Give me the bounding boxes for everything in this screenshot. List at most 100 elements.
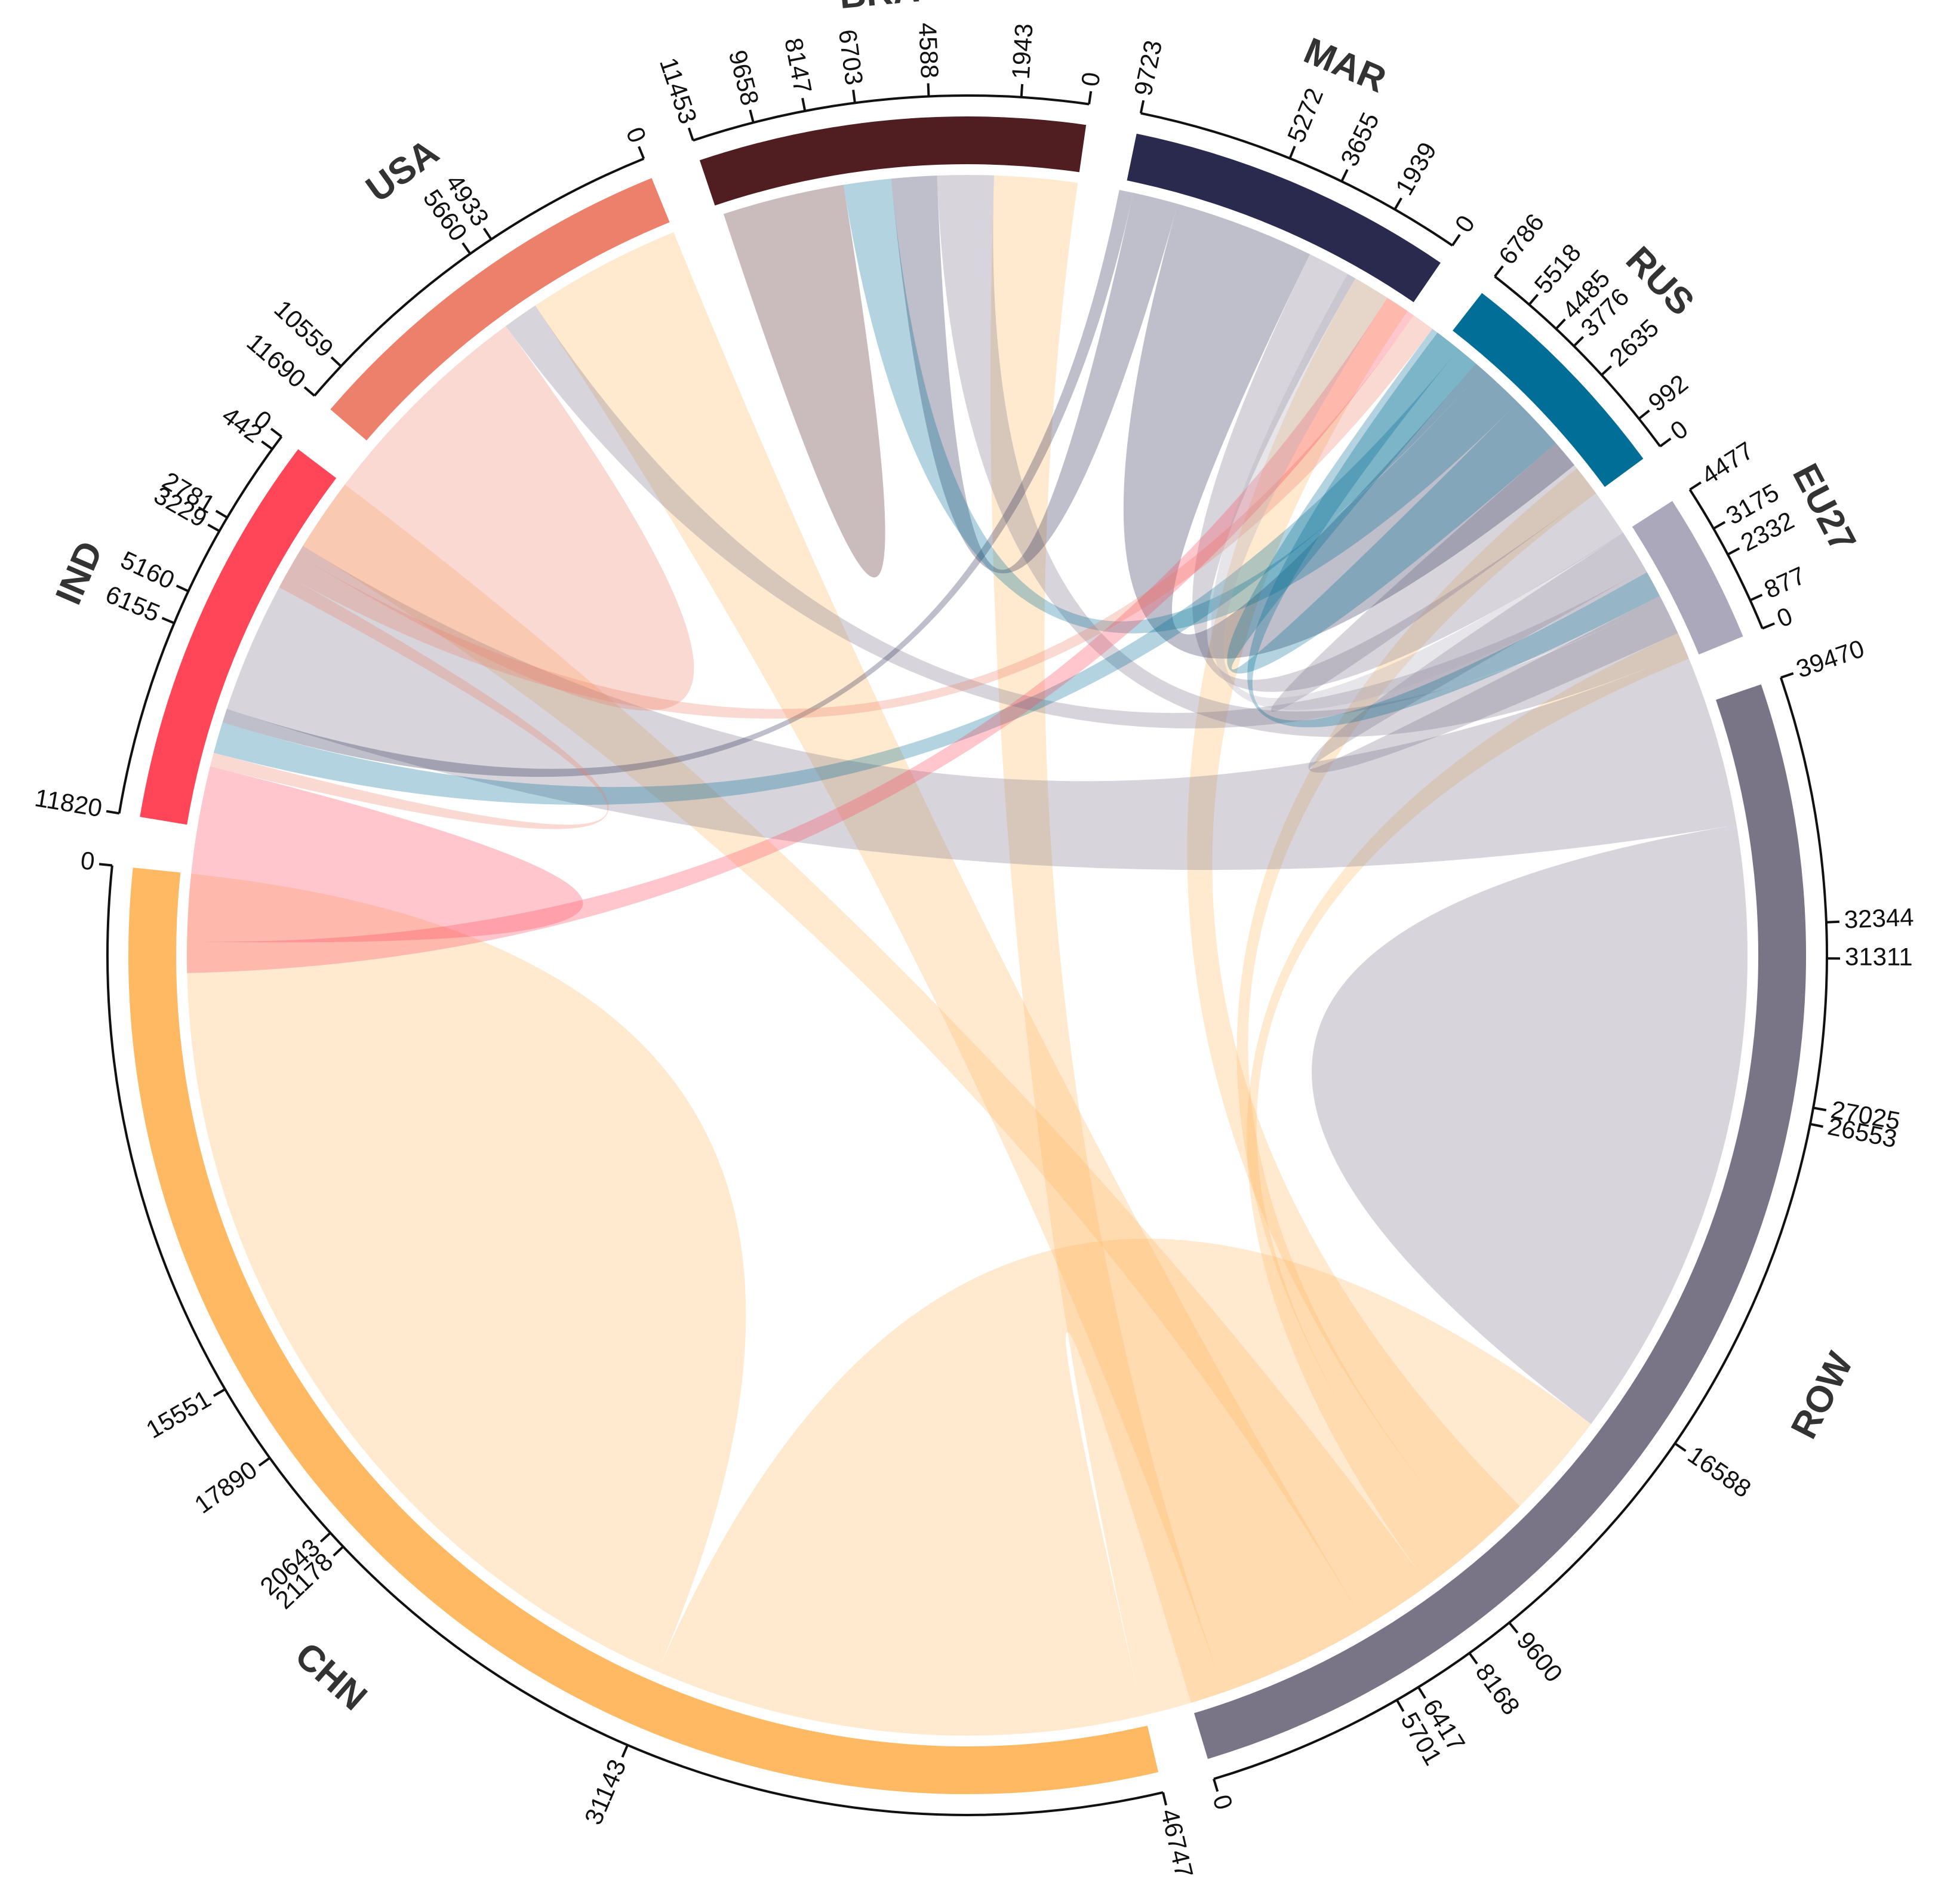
tick-label-row-32344: 32344	[1844, 903, 1915, 933]
tick-label-bra-1943: 1943	[1007, 23, 1038, 80]
axis-eu27	[1688, 488, 1764, 629]
axis-bra	[693, 94, 1090, 142]
tick-mark-eu27-0	[1762, 622, 1775, 630]
tick-label-mar-9723: 9723	[1128, 38, 1167, 98]
ribbon-chn-to-row	[657, 1238, 1591, 1736]
tick-mark-chn-20643	[319, 1531, 331, 1543]
ribbon-row-to-ind	[226, 546, 1737, 871]
ribbon-chn-to-mar	[1187, 278, 1520, 1548]
tick-mark-mar-3655	[1340, 169, 1349, 182]
sector-arc-usa	[330, 178, 670, 441]
tick-mark-mar-0	[1451, 233, 1461, 247]
tick-mark-row-16588	[1674, 1442, 1687, 1452]
tick-mark-rus-4485	[1555, 318, 1566, 330]
tick-label-bra-11453: 11453	[654, 54, 703, 127]
tick-mark-ind-5160	[176, 585, 189, 593]
tick-mark-bra-11453	[687, 127, 694, 141]
tick-mark-rus-5518	[1528, 294, 1539, 306]
tick-mark-ind-0	[270, 427, 282, 438]
tick-mark-eu27-877	[1749, 593, 1763, 602]
tick-label-ind-442: 442	[217, 401, 267, 448]
tick-label-mar-3655: 3655	[1335, 108, 1385, 171]
tick-label-row-8168: 8168	[1470, 1658, 1525, 1720]
tick-mark-usa-11690	[303, 386, 316, 397]
ribbon-chn-to-chn	[187, 873, 746, 1672]
ribbon-chn-to-eu27	[1247, 633, 1689, 1585]
tick-mark-chn-17890	[258, 1457, 270, 1467]
tick-label-mar-0: 0	[1449, 210, 1480, 238]
tick-label-ind-11820: 11820	[33, 783, 104, 822]
tick-mark-rus-6786	[1494, 265, 1504, 278]
sector-arc-bra	[699, 116, 1087, 206]
axis-row	[1213, 677, 1828, 1780]
tick-label-bra-8147: 8147	[779, 36, 817, 96]
tick-mark-row-9600	[1508, 1622, 1519, 1634]
tick-mark-ind-11820	[106, 810, 120, 815]
tick-label-row-9600: 9600	[1511, 1626, 1568, 1687]
tick-mark-bra-9658	[749, 109, 755, 123]
sector-label-chn: CHN	[287, 1635, 374, 1719]
axis-usa	[313, 157, 645, 397]
ribbon-row-to-bra	[937, 175, 1687, 737]
tick-mark-usa-4933	[482, 227, 493, 240]
tick-mark-chn-21178	[333, 1545, 344, 1557]
tick-mark-usa-0	[638, 146, 645, 159]
ribbon-chn-to-usa	[535, 232, 1367, 1693]
tick-mark-chn-0	[99, 863, 113, 867]
axis-ind	[118, 436, 283, 814]
axis-rus	[1494, 275, 1662, 447]
tick-label-chn-31143: 31143	[579, 1755, 632, 1829]
tick-mark-bra-8147	[801, 97, 807, 112]
tick-mark-mar-5272	[1288, 146, 1296, 159]
tick-label-chn-17890: 17890	[189, 1456, 262, 1519]
ribbon-chn-to-ind	[303, 484, 1428, 1626]
sector-label-eu27: EU27	[1785, 457, 1864, 558]
tick-mark-ind-3229	[207, 523, 220, 533]
chord-ribbons	[186, 175, 1748, 1736]
tick-mark-eu27-3175	[1713, 521, 1726, 530]
sector-label-row: ROW	[1783, 1346, 1862, 1445]
tick-label-rus-6786: 6786	[1493, 208, 1549, 270]
tick-label-row-16588: 16588	[1683, 1440, 1756, 1503]
sector-arc-rus	[1453, 293, 1644, 487]
tick-label-eu27-877: 877	[1760, 561, 1810, 604]
ribbon-eu27-to-row	[1211, 273, 1647, 710]
ribbon-ind-to-row	[186, 297, 1414, 973]
sector-label-ind: IND	[48, 536, 111, 610]
chord-sectors	[128, 116, 1807, 1795]
tick-mark-eu27-2332	[1727, 547, 1740, 556]
tick-mark-row-26553	[1810, 1122, 1823, 1128]
tick-label-chn-15551: 15551	[141, 1385, 216, 1444]
ribbon-chn-to-rus	[1236, 468, 1596, 1568]
tick-mark-rus-992	[1638, 410, 1650, 420]
tick-mark-chn-15551	[213, 1388, 226, 1397]
tick-label-bra-9658: 9658	[724, 47, 765, 108]
tick-mark-mar-1939	[1393, 197, 1402, 210]
tick-mark-row-39470	[1780, 672, 1794, 679]
tick-mark-eu27-4477	[1689, 481, 1702, 491]
sector-arc-row	[1194, 684, 1807, 1759]
ribbon-bra-to-bra	[723, 184, 885, 578]
ribbon-rus-to-row	[1227, 328, 1556, 674]
tick-mark-row-8168	[1468, 1652, 1478, 1665]
ribbon-mar-to-row	[1123, 204, 1574, 659]
sector-label-bra: BRA	[838, 0, 921, 17]
tick-mark-row-27025	[1813, 1106, 1827, 1112]
tick-mark-bra-4588	[927, 83, 930, 97]
tick-label-eu27-4477: 4477	[1696, 436, 1758, 490]
tick-mark-rus-3776	[1573, 336, 1585, 347]
ribbon-mar-to-bra	[891, 176, 1178, 574]
tick-label-rus-992: 992	[1643, 369, 1693, 417]
ribbon-row-to-row	[1312, 825, 1748, 1425]
tick-label-mar-5272: 5272	[1282, 84, 1329, 146]
tick-mark-bra-6703	[852, 90, 856, 103]
ribbon-ind-to-ind	[187, 766, 583, 943]
tick-label-row-0: 0	[1207, 1791, 1238, 1813]
tick-mark-usa-10559	[330, 356, 342, 367]
tick-mark-bra-0	[1088, 91, 1093, 104]
sector-arc-ind	[140, 449, 337, 825]
axis-mar	[1140, 112, 1453, 247]
tick-label-row-39470: 39470	[1793, 634, 1868, 683]
tick-label-mar-1939: 1939	[1390, 137, 1442, 199]
